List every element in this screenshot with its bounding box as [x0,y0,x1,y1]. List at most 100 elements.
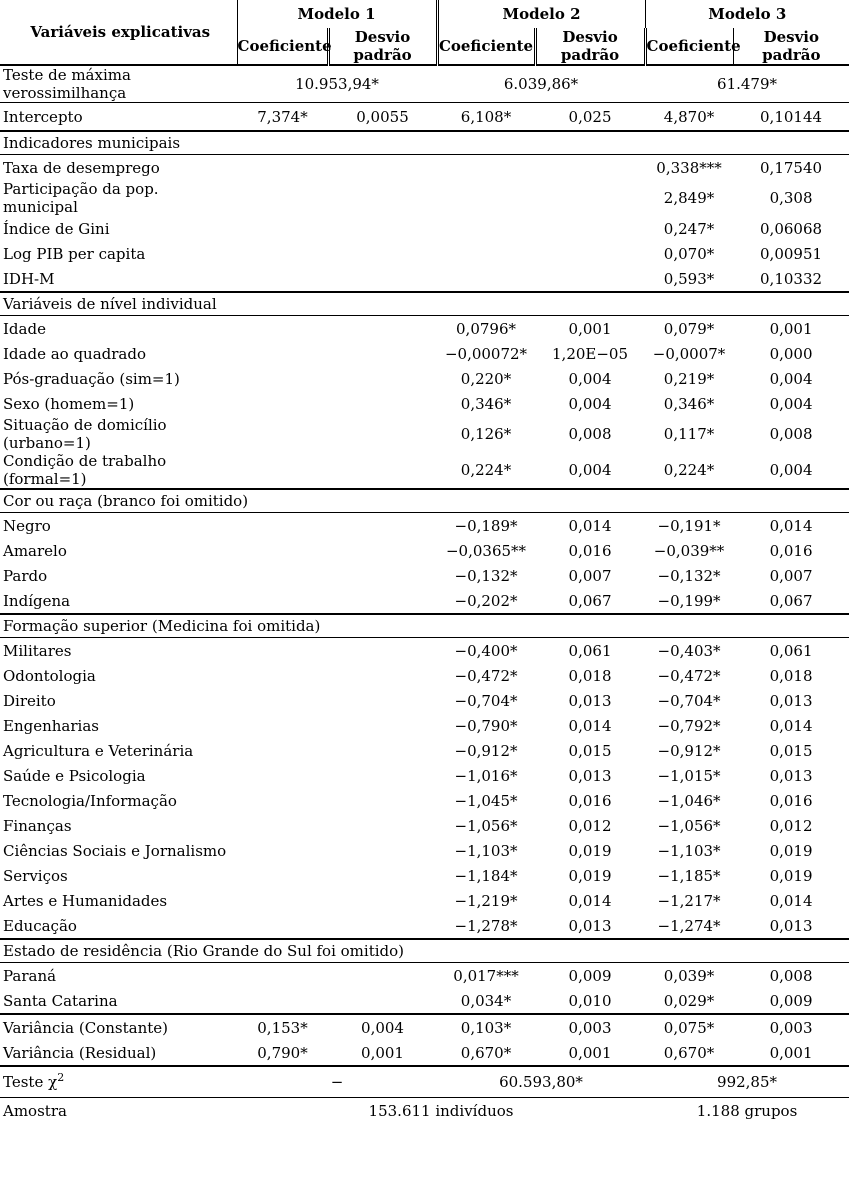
cell-value: 0,001 [535,1040,646,1067]
cell-value: 0,346* [460,394,512,413]
cell-value: 0,014 [568,716,612,735]
table-row: Ciências Sociais e Jornalismo −1,103* 0,01… [0,838,849,863]
row-label: Condição de trabalho (formal=1) [0,452,237,490]
table-row: Condição de trabalho (formal=1) 0,224* 0,0… [0,452,849,490]
cell-value: 0,067 [535,588,646,615]
cell-value [237,813,328,838]
cell-value: 0,013 [535,913,646,940]
cell-value: 0,018 [568,666,612,685]
row-label: Pós-graduação (sim=1) [3,369,180,388]
cell-value [328,513,437,539]
cell-value [237,341,328,366]
cell-value [237,316,328,342]
cell-value: 0,790* [237,1040,328,1067]
cell-value: 0,029* [645,988,734,1015]
row-label: Variância (Constante) [3,1018,168,1037]
row-label: Santa Catarina [0,988,237,1015]
row-label: Artes e Humanidades [3,891,168,910]
table-row: Odontologia −0,472* 0,018 −0,472* 0,018 [0,663,849,688]
column-header-coefficient-m2: Coeficiente [437,28,537,66]
cell-value [437,155,535,181]
cell-value: 0,061 [769,641,813,660]
cell-value [237,838,328,863]
cell-value: −1,274* [645,913,734,940]
row-label: Participação da pop. municipal [3,180,159,216]
cell-value [328,663,437,688]
row-label: Índice de Gini [3,219,110,238]
section-row: Indicadores municipais [0,131,849,155]
cell-value [328,155,437,181]
cell-value [237,366,328,391]
cell-value: 0,019 [769,841,813,860]
section-label: Estado de residência (Rio Grande do Sul … [0,939,849,963]
cell-value: 0,014 [769,891,813,910]
cell-value: 0,17540 [760,158,823,177]
row-label: IDH-M [0,266,237,293]
cell-value: 0,009 [733,988,849,1015]
cell-value: 153.611 indivíduos [368,1102,514,1120]
table-row: Tecnologia/Informação −1,045* 0,016 −1,046*… [0,788,849,813]
cell-value: 0,0055 [328,102,438,132]
cell-value [237,216,328,241]
cell-value [328,180,437,216]
cell-value [437,266,536,293]
cell-value: 0,001 [769,319,813,338]
table-body: Teste de máxima verossimilhança 10.953,94… [0,65,849,1124]
row-label: Agricultura e Veterinária [3,741,194,760]
table-row: Serviços −1,184* 0,019 −1,185* 0,019 [0,863,849,888]
table-row: Artes e Humanidades −1,219* 0,014 −1,217* 0,… [0,888,849,913]
cell-value: 0,007 [568,566,612,585]
table-row: Idade 0,0796* 0,001 0,079* 0,001 [0,316,849,342]
row-label: Idade [3,319,46,338]
cell-value: 10.953,94* [237,65,438,103]
row-label: Indígena [0,588,237,615]
cell-value: −0,039** [653,541,725,560]
table-row: Agricultura e Veterinária −0,912* 0,015 −0,… [0,738,849,763]
cell-value: 0,014 [568,891,612,910]
cell-value: 0,10144 [733,102,849,132]
cell-value: −0,199* [645,588,734,615]
row-label: Educação [0,913,237,940]
cell-value [328,813,437,838]
table-row: Taxa de desemprego 0,338*** 0,17540 [0,155,849,181]
cell-value: 0,007 [769,566,813,585]
table-row: Intercepto 7,374* 0,0055 6,108* 0,025 4,870* 0… [0,102,849,132]
row-label: Tecnologia/Informação [3,791,177,810]
cell-value: 0,009 [568,966,612,985]
cell-value: 0,013 [568,766,612,785]
row-label: Saúde e Psicologia [3,766,146,785]
cell-value: −0,0365** [445,541,527,560]
column-header-stddev-m2: Desvio padrão [535,28,647,66]
cell-value: −0,403* [657,641,721,660]
cell-value: 0,013 [568,691,612,710]
cell-value [237,588,328,615]
cell-value: −0,00072* [444,344,528,363]
cell-value: 0,015 [568,741,612,760]
cell-value [328,266,438,293]
cell-value [237,391,328,416]
cell-value [237,738,328,763]
cell-value: −0,202* [437,588,536,615]
table-row: Amarelo −0,0365** 0,016 −0,039** 0,016 [0,538,849,563]
cell-value [328,216,437,241]
cell-value: 0,126* [460,425,512,443]
cell-value [328,316,437,342]
cell-value: −0,472* [454,666,518,685]
cell-value: −1,015* [657,766,721,785]
column-header-stddev-m3: Desvio padrão [733,28,849,66]
cell-value [328,713,437,738]
cell-value: 0,008 [568,425,612,443]
row-label: Log PIB per capita [3,244,146,263]
cell-value: 0,016 [568,541,612,560]
cell-value [328,763,437,788]
cell-value: 0,013 [769,766,813,785]
section-row: Estado de residência (Rio Grande do Sul … [0,939,849,963]
cell-value [328,391,437,416]
table-row: Saúde e Psicologia −1,016* 0,013 −1,015* 0,0… [0,763,849,788]
cell-value: −1,103* [454,841,518,860]
cell-value: 0,014 [568,516,612,535]
cell-value: 0,06068 [760,219,823,238]
header-row-subheaders: Coeficiente Desvio padrão Coeficiente De… [0,28,849,66]
table-row: Engenharias −0,790* 0,014 −0,792* 0,014 [0,713,849,738]
cell-value: −0,472* [657,666,721,685]
